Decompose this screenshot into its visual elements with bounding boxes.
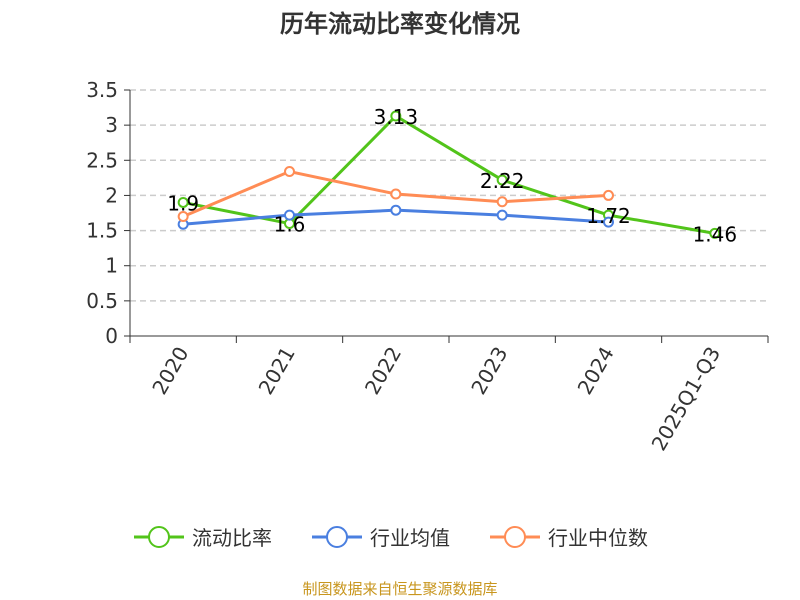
y-tick-label: 1 [105,254,118,278]
data-label: 1.9 [167,191,199,215]
y-tick-label: 0.5 [86,289,118,313]
legend-marker [326,526,348,548]
y-tick-label: 3.5 [86,78,118,102]
y-tick-label: 1.5 [86,219,118,243]
legend-marker [504,526,526,548]
data-label: 1.6 [274,213,306,237]
x-tick-label: 2024 [573,343,619,399]
y-tick-label: 2.5 [86,148,118,172]
data-label: 1.72 [586,204,631,228]
y-tick-label: 0 [105,324,118,348]
chart-title: 历年流动比率变化情况 [280,10,520,38]
data-point [603,189,614,201]
x-tick-label: 2022 [360,343,406,399]
data-point [709,227,721,239]
legend-label: 行业均值 [370,526,450,550]
data-point [496,209,508,221]
data-point [390,204,402,216]
data-label: 3.13 [374,105,419,129]
data-point [603,216,614,228]
series-line-0 [182,114,716,235]
data-point [496,196,508,208]
x-tick-label: 2021 [254,343,300,399]
x-tick-label: 2025Q1-Q3 [646,343,725,455]
data-point [177,211,189,223]
legend-label: 流动比率 [192,526,272,550]
x-tick-label: 2020 [147,343,193,399]
x-tick-label: 2023 [466,342,512,398]
data-label: 2.22 [480,169,525,193]
data-point [284,166,295,178]
legend-label: 行业中位数 [548,526,648,550]
source-note: 制图数据来自恒生聚源数据库 [302,580,497,598]
legend-marker [148,526,170,548]
data-label: 1.46 [693,222,738,246]
y-tick-label: 2 [105,183,118,207]
data-point [390,188,402,200]
data-point [390,110,402,122]
y-tick-label: 3 [105,113,118,137]
data-point [496,174,508,186]
data-point [177,196,189,208]
data-point [284,209,295,221]
